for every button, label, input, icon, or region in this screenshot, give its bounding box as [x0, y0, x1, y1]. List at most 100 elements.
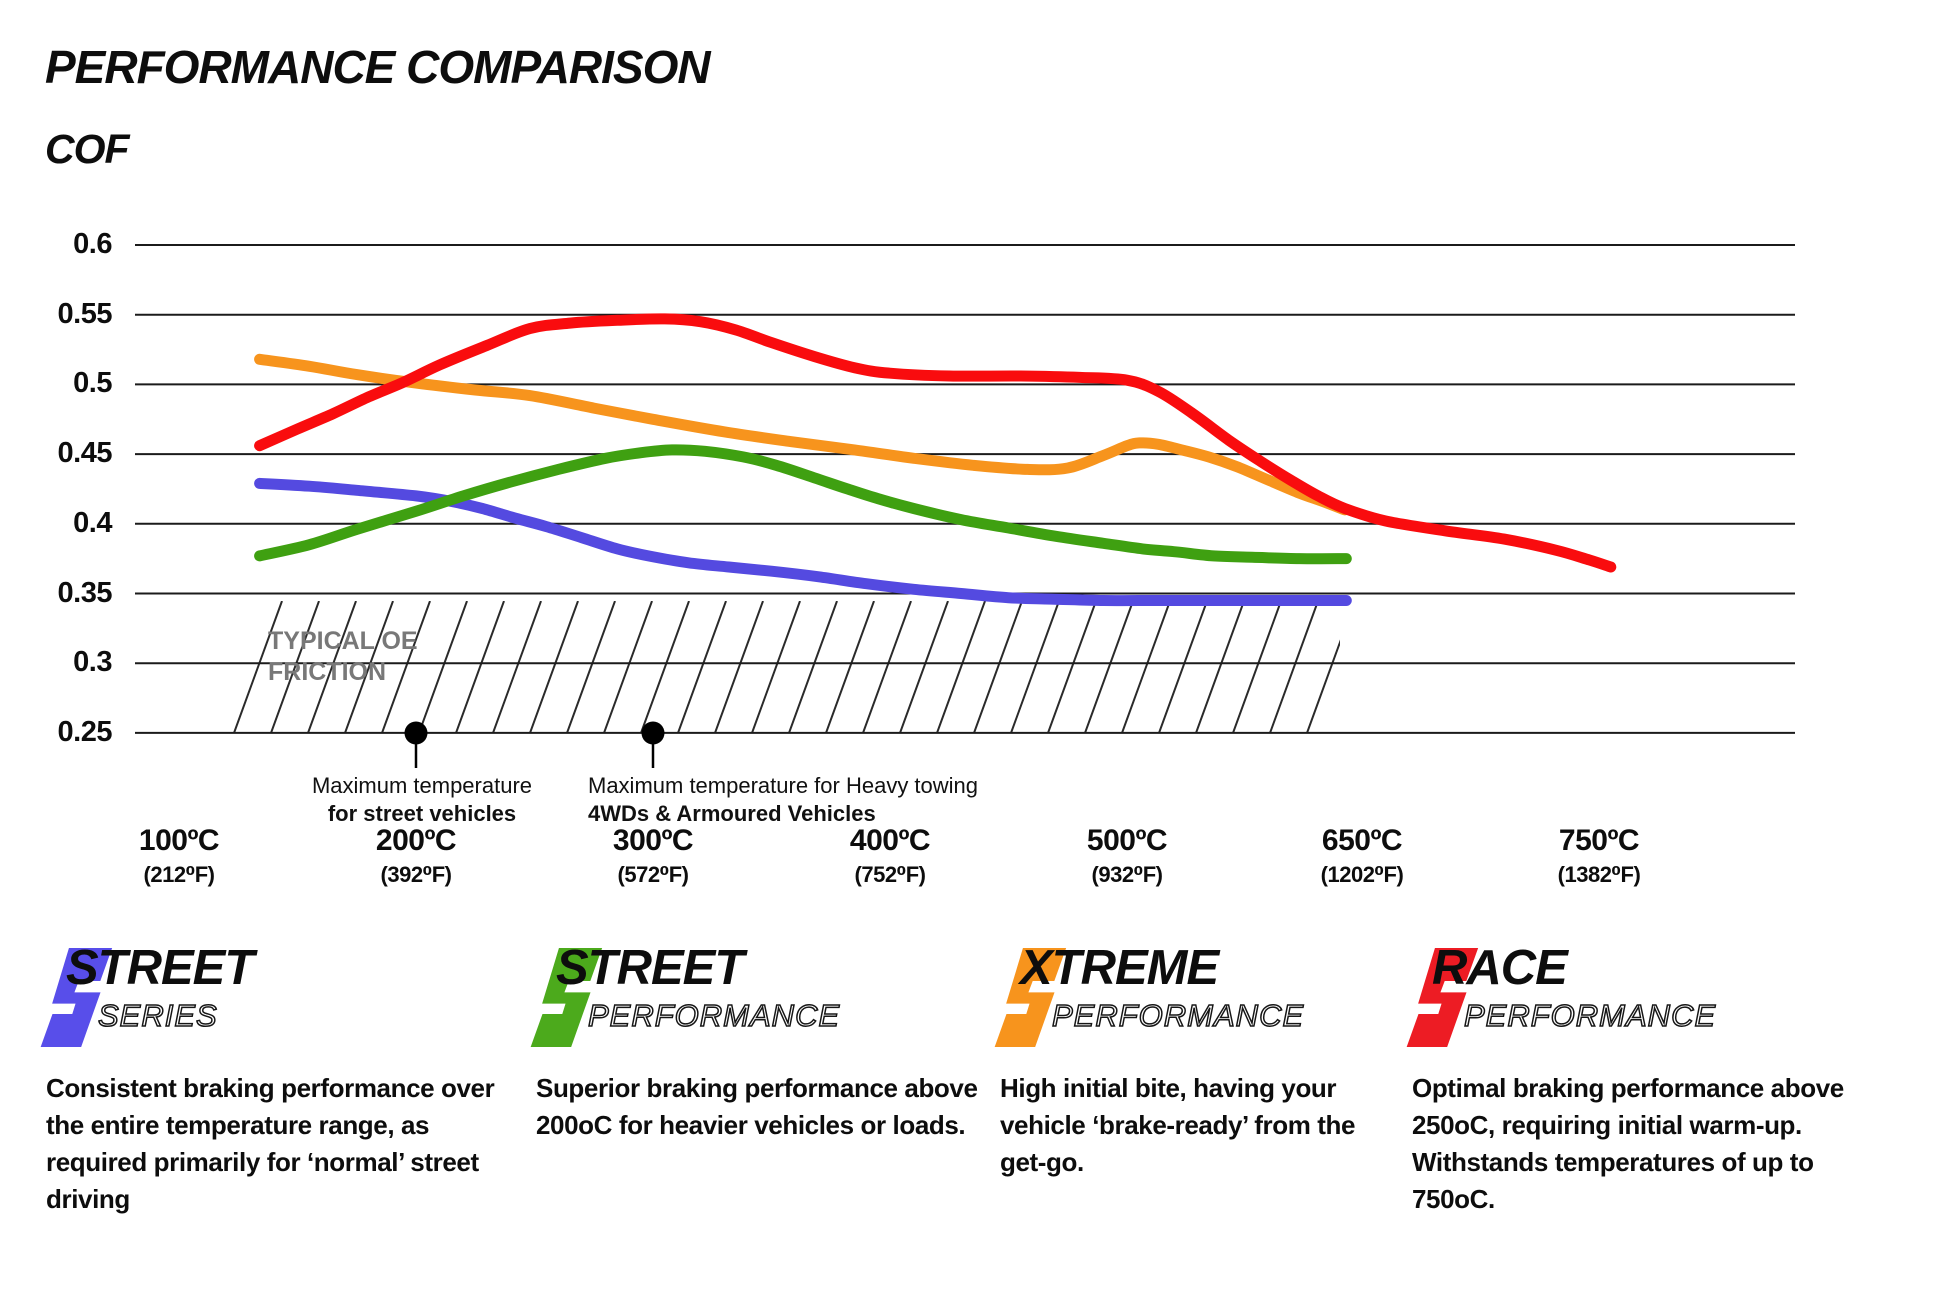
typical-oe-friction-band — [160, 601, 1340, 733]
logo-word-secondary: PERFORMANCE — [1463, 997, 1717, 1034]
logo-word-primary: XTREME — [1020, 941, 1219, 995]
brand-logo: XTREME PERFORMANCE — [994, 941, 1390, 1060]
y-tick-label-0.55: 0.55 — [57, 297, 113, 330]
brand-logo: STREET PERFORMANCE — [530, 941, 996, 1060]
logo-badge-shape — [530, 948, 603, 1047]
x-tick-fahrenheit: (572⁰F) — [617, 862, 689, 887]
annotation-towing-line1: Maximum temperature for Heavy towing — [588, 773, 979, 798]
hatch-line — [899, 601, 949, 733]
hatch-line — [640, 601, 690, 733]
hatch-line — [307, 601, 357, 733]
temperature-markers — [404, 721, 665, 768]
logo-word-primary: RACE — [1432, 941, 1568, 995]
x-tick-300c: 300ºC (572⁰F) — [558, 824, 748, 888]
curve-street-series — [254, 477, 1352, 607]
annotation-towing-max-temp: Maximum temperature for Heavy towing 4WD… — [588, 772, 1018, 828]
hatch-line — [270, 601, 320, 733]
hatch-line — [1158, 601, 1208, 733]
logo-badge-icon — [994, 948, 1067, 1047]
legend-item-xtreme-performance: XTREME PERFORMANCE High initial bite, havi… — [994, 941, 1390, 1177]
curve-xtreme-performance — [254, 353, 1351, 516]
hatch-line — [1269, 601, 1319, 733]
hatch-line — [973, 601, 1023, 733]
hatch-line — [603, 601, 653, 733]
hatch-line — [1232, 601, 1282, 733]
x-tick-650c: 650ºC (1202⁰F) — [1267, 824, 1457, 888]
logo-word-primary: STREET — [66, 941, 254, 995]
annotation-street-max-temp: Maximum temperature for street vehicles — [262, 772, 582, 828]
x-tick-celsius: 500ºC — [1086, 824, 1168, 857]
logo-badge-shape — [40, 948, 113, 1047]
typical-oe-line2: FRICTION — [268, 658, 387, 686]
hatch-line — [566, 601, 616, 733]
legend-item-race-performance: RACE PERFORMANCE Optimal braking performan… — [1406, 941, 1844, 1214]
x-tick-celsius: 750ºC — [1558, 824, 1640, 857]
y-tick-label-0.45: 0.45 — [57, 437, 113, 470]
legend-item-street-series: STREET SERIES Consistent braking performan… — [40, 941, 498, 1214]
logo-badge-icon — [530, 948, 603, 1047]
hatch-line — [1306, 601, 1340, 733]
hatch-line — [455, 601, 505, 733]
y-tick-label-0.4: 0.4 — [73, 506, 112, 539]
logo-word-primary: STREET — [556, 941, 744, 995]
x-tick-fahrenheit: (1202⁰F) — [1320, 862, 1404, 887]
hatch-line — [418, 601, 468, 733]
logo-word-secondary: PERFORMANCE — [1051, 997, 1305, 1034]
x-tick-celsius: 300ºC — [612, 824, 694, 857]
y-tick-label-0.35: 0.35 — [57, 576, 113, 609]
legend-description: Optimal braking performance above 250oC,… — [1412, 1073, 1844, 1214]
annotation-towing-line2: 4WDs & Armoured Vehicles — [588, 801, 876, 826]
curve-race-performance — [254, 313, 1617, 573]
logo-badge-icon — [40, 948, 113, 1047]
y-tick-label-0.6: 0.6 — [73, 228, 112, 260]
curve-street-performance — [254, 444, 1352, 565]
hatch-line — [344, 601, 394, 733]
brand-logo: RACE PERFORMANCE — [1406, 941, 1844, 1060]
hatch-line — [233, 601, 283, 733]
logo-word-secondary: PERFORMANCE — [587, 997, 841, 1034]
hatch-line — [1121, 601, 1171, 733]
y-tick-label-0.25: 0.25 — [57, 715, 113, 748]
brand-logo: STREET SERIES — [40, 941, 498, 1060]
x-tick-celsius: 400ºC — [849, 824, 931, 857]
x-tick-celsius: 650ºC — [1321, 824, 1403, 857]
y-axis-title: COF — [45, 126, 130, 172]
hatch-line — [381, 601, 431, 733]
hatch-line — [1084, 601, 1134, 733]
x-tick-750c: 750ºC (1382⁰F) — [1504, 824, 1694, 888]
annotation-street-line2: for street vehicles — [327, 801, 517, 826]
x-tick-200c: 200ºC (392⁰F) — [321, 824, 511, 888]
x-tick-fahrenheit: (1382⁰F) — [1557, 862, 1641, 887]
hatch-line — [160, 601, 208, 733]
logo-badge-shape — [1406, 948, 1479, 1047]
hatch-line — [862, 601, 912, 733]
x-tick-fahrenheit: (752⁰F) — [854, 862, 926, 887]
cof-temperature-chart — [135, 244, 1795, 768]
hatch-line — [788, 601, 838, 733]
typical-oe-line1: TYPICAL OE — [268, 627, 418, 655]
legend-description: Superior braking performance above 200oC… — [536, 1073, 978, 1140]
typical-oe-friction-label: TYPICAL OE FRICTION — [268, 626, 418, 688]
hatch-line — [1010, 601, 1060, 733]
y-tick-label-0.5: 0.5 — [73, 367, 112, 400]
hatch-line — [751, 601, 801, 733]
legend-item-street-performance: STREET PERFORMANCE Superior braking perfor… — [530, 941, 996, 1140]
hatch-line — [529, 601, 579, 733]
hatch-line — [936, 601, 986, 733]
x-tick-fahrenheit: (212⁰F) — [143, 862, 215, 887]
x-tick-500c: 500ºC (932⁰F) — [1032, 824, 1222, 888]
hatch-line — [218, 601, 246, 733]
logo-badge-shape — [994, 948, 1067, 1047]
page-title: PERFORMANCE COMPARISON — [45, 41, 711, 93]
hatch-line — [677, 601, 727, 733]
x-tick-400c: 400ºC (752⁰F) — [795, 824, 985, 888]
marker-dot-200c — [404, 721, 428, 745]
marker-dot-300c — [641, 721, 665, 745]
hatch-line — [1047, 601, 1097, 733]
hatch-line — [1195, 601, 1245, 733]
x-tick-fahrenheit: (392⁰F) — [380, 862, 452, 887]
x-tick-fahrenheit: (932⁰F) — [1091, 862, 1163, 887]
annotation-street-line1: Maximum temperature — [311, 773, 533, 798]
hatch-line — [492, 601, 542, 733]
